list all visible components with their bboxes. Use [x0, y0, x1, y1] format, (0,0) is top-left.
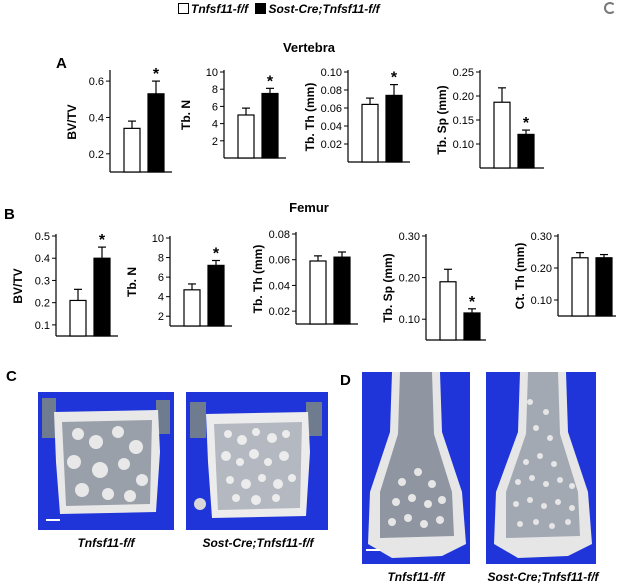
chart-9-ylabel: Ct. Th (mm): [513, 243, 527, 310]
chart-7-bar-control: [309, 260, 327, 325]
chart-4-ylabel: Tb. Sp (mm): [435, 85, 449, 154]
caption-d-control: Tnfsf11-f/f: [387, 570, 445, 584]
chart-1-tick-label: 0.4: [89, 112, 104, 124]
chart-4-bar-control: [493, 101, 511, 169]
chart-2-tick-label: 10: [206, 67, 218, 79]
chart-2-bar-control: [237, 114, 255, 159]
chart-9-tick-label: 0.10: [531, 295, 552, 307]
chart-3-significance: *: [391, 70, 398, 87]
chart-8-significance: *: [469, 294, 476, 311]
chart-1-ylabel: BV/TV: [65, 104, 79, 139]
refresh-icon: [604, 2, 616, 14]
chart-9-bar-control: [571, 257, 589, 317]
section-title-femur: Femur: [289, 200, 329, 215]
chart-8-tick-label: 0.20: [399, 273, 420, 285]
chart-9-bar-mutant: [595, 257, 613, 317]
microct-vertebra-control: [38, 392, 174, 530]
chart-2-tick-label: 4: [212, 119, 218, 131]
chart-5-bar-control: [69, 299, 87, 337]
chart-1-significance: *: [153, 66, 160, 83]
chart-3-tick-label: 0.02: [321, 139, 342, 151]
chart-5-tick-label: 0.2: [35, 298, 50, 310]
legend-swatch-filled: [255, 3, 267, 14]
chart-6-tick-label: 8: [158, 253, 164, 265]
chart-5-bar-mutant: [93, 257, 111, 337]
chart-4-tick-label: 0.25: [453, 67, 474, 79]
chart-1-tick-label: 0.6: [89, 76, 104, 88]
chart-9-tick-label: 0.20: [531, 263, 552, 275]
bar-charts: 0.2 0.4 0.6 BV/TV * 2 4 6 8 10 Tb. N * 0.02 0.04 0.06 0…: [11, 66, 616, 341]
chart-6-tick-label: 6: [158, 272, 164, 284]
caption-d-mutant: Sost-Cre;Tnfsf11-f/f: [487, 570, 599, 584]
section-title-vertebra: Vertebra: [282, 40, 336, 55]
caption-c-mutant: Sost-Cre;Tnfsf11-f/f: [202, 536, 314, 550]
chart-6-tick-label: 2: [158, 311, 164, 323]
chart-4-tick-label: 0.20: [453, 91, 474, 103]
chart-5-tick-label: 0.5: [35, 231, 50, 243]
chart-4-tick-label: 0.10: [453, 139, 474, 151]
chart-3-tick-label: 0.10: [321, 67, 342, 79]
chart-5-tick-label: 0.1: [35, 320, 50, 332]
chart-6-tick-label: 4: [158, 292, 164, 304]
chart-5-tick-label: 0.3: [35, 275, 50, 287]
chart-1-bar-mutant: [147, 93, 165, 173]
chart-3-ylabel: Tb. Th (mm): [303, 83, 317, 152]
legend-swatch-open: [178, 3, 189, 14]
chart-6-bar-control: [183, 289, 201, 327]
figure-legend: Tnfsf11-f/f Sost-Cre;Tnfsf11-f/f: [178, 2, 380, 16]
chart-7-tick-label: 0.02: [269, 306, 290, 318]
chart-2-significance: *: [267, 73, 274, 90]
chart-6-ylabel: Tb. N: [125, 267, 139, 297]
chart-8-tick-label: 0.10: [399, 314, 420, 326]
caption-c-control: Tnfsf11-f/f: [77, 536, 135, 550]
chart-6-tick-label: 10: [152, 233, 164, 245]
microct-femur-mutant: [486, 372, 596, 564]
chart-4-significance: *: [523, 115, 530, 132]
chart-7-tick-label: 0.06: [269, 255, 290, 267]
chart-3-tick-label: 0.08: [321, 85, 342, 97]
chart-2-tick-label: 8: [212, 84, 218, 96]
chart-1-bar-control: [123, 127, 141, 173]
chart-3-bar-mutant: [385, 94, 403, 163]
chart-2-bar-mutant: [261, 92, 279, 159]
chart-3-tick-label: 0.06: [321, 103, 342, 115]
chart-2-tick-label: 2: [212, 136, 218, 148]
panel-letter-b: B: [4, 206, 15, 223]
microct-femur-control: [362, 372, 470, 564]
chart-7-tick-label: 0.08: [269, 229, 290, 241]
legend-label-control: Tnfsf11-f/f: [191, 2, 249, 16]
chart-4-tick-label: 0.15: [453, 115, 474, 127]
chart-8-ylabel: Tb. Sp (mm): [381, 253, 395, 322]
chart-5-significance: *: [99, 232, 106, 249]
chart-3-tick-label: 0.04: [321, 121, 342, 133]
chart-6-significance: *: [213, 245, 220, 262]
chart-8-bar-mutant: [463, 312, 481, 341]
chart-7-ylabel: Tb. Th (mm): [251, 245, 265, 314]
chart-2-ylabel: Tb. N: [179, 100, 193, 130]
chart-5-tick-label: 0.4: [35, 253, 50, 265]
chart-7-bar-mutant: [333, 256, 351, 325]
chart-3-bar-control: [361, 103, 379, 163]
chart-4-bar-mutant: [517, 133, 535, 169]
panel-letter-d: D: [340, 372, 351, 389]
chart-2-tick-label: 6: [212, 101, 218, 113]
chart-7-tick-label: 0.04: [269, 280, 290, 292]
microct-vertebra-mutant: [186, 392, 328, 530]
chart-8-bar-control: [439, 281, 457, 341]
chart-8-tick-label: 0.30: [399, 231, 420, 243]
chart-1-tick-label: 0.2: [89, 149, 104, 161]
panel-letter-c: C: [6, 368, 17, 385]
panel-letter-a: A: [56, 55, 67, 72]
chart-9-tick-label: 0.30: [531, 231, 552, 243]
chart-5-ylabel: BV/TV: [11, 268, 25, 303]
chart-6-bar-mutant: [207, 264, 225, 327]
legend-label-mutant: Sost-Cre;Tnfsf11-f/f: [268, 2, 380, 16]
